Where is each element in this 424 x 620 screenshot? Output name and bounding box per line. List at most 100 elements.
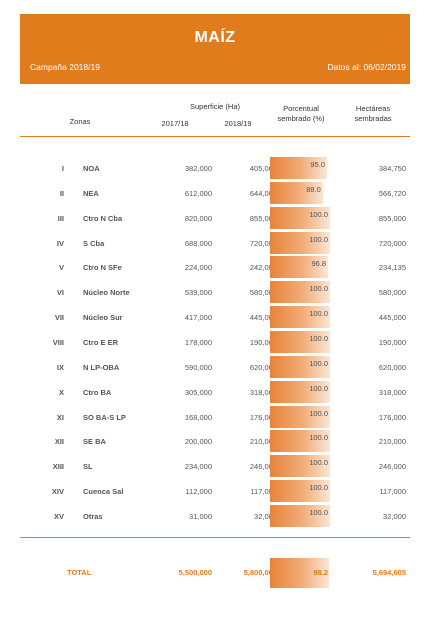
pct-bar-fill bbox=[270, 430, 330, 453]
pct-value: 96.8 bbox=[311, 259, 327, 269]
table-row: XIV Cuenca Sal 112,000 117,000 100.0 117,000 bbox=[20, 480, 410, 503]
zone-name: Ctro N Cba bbox=[83, 213, 123, 223]
ha-header: Hectáreas sembradas bbox=[338, 104, 408, 124]
pct-bar: 96.8 bbox=[270, 256, 330, 279]
surface-2018: 855,000 bbox=[249, 213, 277, 223]
surface-2018: 720,000 bbox=[249, 238, 277, 248]
surface-2018: 190,000 bbox=[249, 337, 277, 347]
pct-bar-fill bbox=[270, 281, 330, 304]
surface-2018: 117,000 bbox=[250, 487, 277, 497]
hectares-sown: 234,135 bbox=[378, 263, 406, 273]
surface-2017: 612,000 bbox=[184, 188, 212, 198]
pct-value: 100.0 bbox=[309, 333, 328, 343]
surface-2017: 417,000 bbox=[184, 313, 212, 323]
zone-number: I bbox=[61, 164, 64, 173]
ha-header-line2: sembradas bbox=[354, 114, 392, 123]
pct-bar-fill bbox=[270, 306, 330, 329]
table-row: X Ctro BA 305,000 318,000 100.0 318,000 bbox=[20, 380, 410, 403]
pct-bar: 100.0 bbox=[270, 231, 330, 254]
pct-bar: 100.0 bbox=[270, 306, 330, 329]
table-row: VI Núcleo Norte 539,000 580,000 100.0 580,000 bbox=[20, 281, 410, 304]
total-pct-fill bbox=[270, 558, 329, 588]
total-hectares: 5,694,605 bbox=[372, 568, 406, 577]
hectares-sown: 32,000 bbox=[383, 511, 406, 521]
table-row: XV Otras 31,000 32,000 100.0 32,000 bbox=[20, 504, 410, 527]
pct-value: 100.0 bbox=[309, 309, 328, 319]
zone-number: VI bbox=[56, 288, 64, 298]
table-row: XIII SL 234,000 246,000 100.0 246,000 bbox=[20, 455, 410, 478]
surface-2017: 234,000 bbox=[184, 462, 212, 472]
surface-2018: 445,000 bbox=[249, 313, 277, 323]
zone-number: XIII bbox=[52, 462, 64, 472]
table-row: II NEA 612,000 644,000 88.0 566,720 bbox=[20, 181, 410, 204]
total-label: TOTAL bbox=[67, 568, 92, 577]
pct-header: Porcentual sembrado (%) bbox=[266, 104, 336, 124]
zone-number: II bbox=[59, 188, 64, 198]
pct-bar: 100.0 bbox=[270, 380, 330, 403]
table-row: I NOA 382,000 405,000 95.0 384,750 bbox=[20, 157, 410, 179]
pct-value: 100.0 bbox=[309, 209, 328, 219]
hectares-sown: 445,000 bbox=[378, 313, 406, 323]
zone-name: Ctro BA bbox=[83, 387, 112, 397]
pct-bar-fill bbox=[270, 231, 330, 254]
surface-2018: 176,000 bbox=[249, 412, 277, 422]
zone-number: XII bbox=[54, 437, 64, 447]
surface-2017: 382,000 bbox=[184, 164, 212, 173]
pct-header-line2: sembrado (%) bbox=[277, 114, 325, 123]
pct-value: 100.0 bbox=[309, 408, 328, 418]
surface-2017: 590,000 bbox=[184, 362, 212, 372]
table-row: IV S Cba 688,000 720,000 100.0 720,000 bbox=[20, 231, 410, 254]
ha-header-line1: Hectáreas bbox=[355, 104, 391, 113]
zone-name: Otras bbox=[83, 511, 103, 521]
zone-name: SO BA-S LP bbox=[83, 412, 126, 422]
hectares-sown: 318,000 bbox=[378, 387, 406, 397]
surface-2018: 580,000 bbox=[249, 288, 277, 298]
header-divider bbox=[20, 136, 410, 137]
surface-2017: 31,000 bbox=[189, 511, 212, 521]
hectares-sown: 620,000 bbox=[378, 362, 406, 372]
table-row: VII Núcleo Sur 417,000 445,000 100.0 445,000 bbox=[20, 306, 410, 329]
pct-bar-fill bbox=[270, 480, 330, 503]
pct-bar-fill bbox=[270, 380, 330, 403]
data-date-label: Datos al: 06/02/2019 bbox=[327, 62, 406, 72]
pct-value: 100.0 bbox=[309, 483, 328, 493]
zone-number: X bbox=[58, 387, 64, 397]
surface-2018: 246,000 bbox=[249, 462, 277, 472]
zone-name: S Cba bbox=[83, 238, 105, 248]
pct-bar: 100.0 bbox=[270, 480, 330, 503]
hectares-sown: 566,720 bbox=[378, 188, 406, 198]
surface-2018: 242,000 bbox=[249, 263, 277, 273]
total-divider bbox=[20, 537, 410, 538]
pct-bar: 95.0 bbox=[270, 157, 330, 179]
zone-number: XIV bbox=[51, 487, 64, 497]
zone-name: NOA bbox=[83, 164, 100, 173]
surface-2018: 620,000 bbox=[249, 362, 277, 372]
pct-value: 100.0 bbox=[309, 358, 328, 368]
zone-name: SE BA bbox=[83, 437, 106, 447]
zone-number: III bbox=[57, 213, 64, 223]
pct-value: 88.0 bbox=[306, 184, 321, 194]
table-row: IX N LP-OBA 590,000 620,000 100.0 620,000 bbox=[20, 355, 410, 378]
zone-number: XI bbox=[56, 412, 64, 422]
hectares-sown: 580,000 bbox=[378, 288, 406, 298]
hectares-sown: 176,000 bbox=[378, 412, 406, 422]
surface-2018: 210,000 bbox=[249, 437, 277, 447]
total-pct-value: 98.2 bbox=[313, 568, 328, 577]
surface-2018: 32,000 bbox=[254, 511, 277, 521]
zone-name: Cuenca Sal bbox=[83, 487, 124, 497]
hectares-sown: 384,750 bbox=[378, 164, 406, 173]
total-surface-2018: 5,800,000 bbox=[243, 568, 277, 577]
hectares-sown: 720,000 bbox=[378, 238, 406, 248]
surface-2017: 178,000 bbox=[184, 337, 212, 347]
year2-header: 2018/19 bbox=[224, 119, 252, 128]
zonas-header: Zonas bbox=[69, 117, 91, 126]
pct-bar: 100.0 bbox=[270, 330, 330, 353]
surface-2017: 224,000 bbox=[184, 263, 212, 273]
pct-bar: 100.0 bbox=[270, 455, 330, 478]
surface-2018: 644,000 bbox=[249, 188, 277, 198]
pct-value: 100.0 bbox=[309, 284, 328, 294]
year1-header: 2017/18 bbox=[161, 119, 189, 128]
table-row: V Ctro N SFe 224,000 242,000 96.8 234,135 bbox=[20, 256, 410, 279]
zone-number: IX bbox=[56, 362, 64, 372]
page-title: MAÍZ bbox=[194, 29, 236, 46]
